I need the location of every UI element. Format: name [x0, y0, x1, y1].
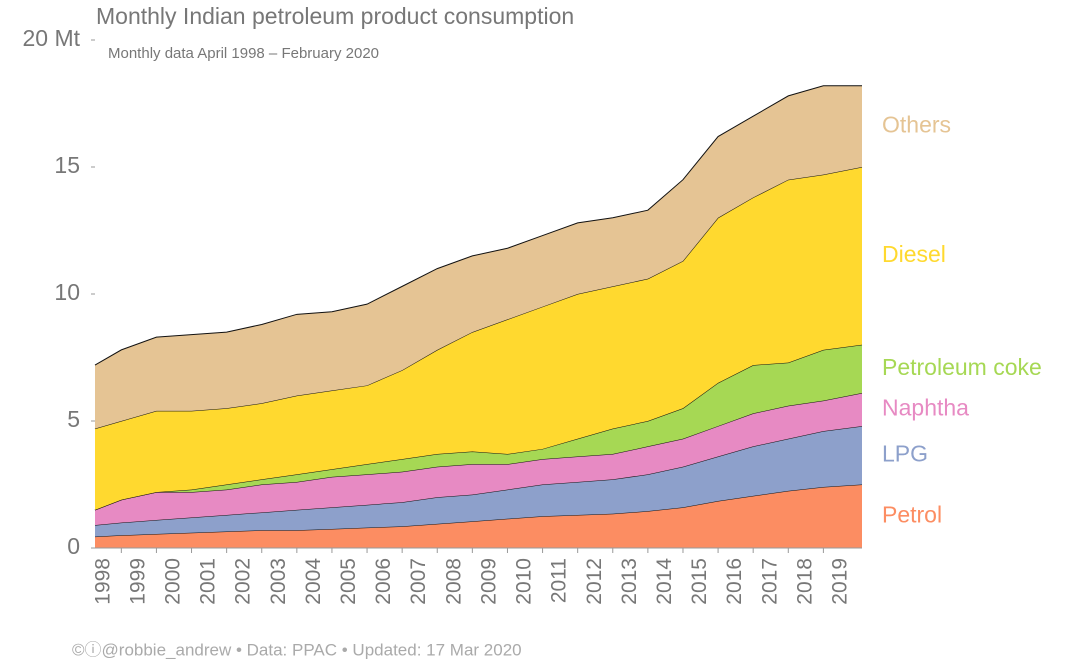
y-tick-label: 10 — [54, 279, 80, 305]
area — [95, 85, 862, 429]
area — [95, 484, 862, 548]
area — [95, 167, 862, 510]
chart-subtitle: Monthly data April 1998 – February 2020 — [108, 45, 379, 62]
x-tick-label: 2010 — [513, 558, 536, 605]
x-tick-label: 2018 — [793, 558, 816, 605]
x-tick-label: 2006 — [372, 558, 395, 605]
area — [95, 426, 862, 537]
area — [95, 344, 862, 510]
x-tick-label: 2005 — [337, 558, 360, 605]
chart-title: Monthly Indian petroleum product consump… — [96, 3, 574, 29]
x-tick-label: 2017 — [758, 558, 781, 605]
y-tick-label: 0 — [67, 533, 80, 559]
legend-label: Naphtha — [882, 395, 969, 421]
x-tick-label: 2015 — [688, 558, 711, 605]
legend-label: Petroleum coke — [882, 354, 1042, 380]
x-tick-label: 2016 — [723, 558, 746, 605]
x-tick-label: 2012 — [583, 558, 606, 605]
y-tick-label: 15 — [54, 152, 80, 178]
area — [95, 393, 862, 526]
areas — [94, 85, 863, 548]
x-tick-label: 2003 — [267, 558, 290, 605]
x-tick-label: 2013 — [618, 558, 641, 605]
x-tick-label: 2002 — [232, 558, 255, 605]
x-tick-label: 2004 — [302, 558, 325, 605]
area-edge — [94, 85, 862, 366]
y-tick-label: 5 — [67, 406, 80, 432]
x-tick-label: 2011 — [548, 558, 571, 603]
y-tick-label: 20 Mt — [22, 25, 80, 51]
x-tick-label: 2001 — [197, 558, 220, 605]
x-tick-label: 1999 — [126, 558, 149, 605]
legend-label: Others — [882, 111, 951, 137]
x-tick-label: 2008 — [442, 558, 465, 605]
legend-label: Petrol — [882, 501, 942, 527]
x-tick-label: 2014 — [653, 558, 676, 605]
legend-label: LPG — [882, 440, 928, 466]
footer: ©ⓘ@robbie_andrew • Data: PPAC • Updated:… — [72, 640, 522, 659]
legend-label: Diesel — [882, 241, 946, 267]
x-tick-label: 2019 — [828, 558, 851, 605]
x-tick-label: 2007 — [407, 558, 430, 605]
x-tick-label: 2009 — [477, 558, 500, 605]
x-tick-label: 2000 — [162, 558, 185, 605]
x-tick-label: 1998 — [91, 558, 114, 605]
